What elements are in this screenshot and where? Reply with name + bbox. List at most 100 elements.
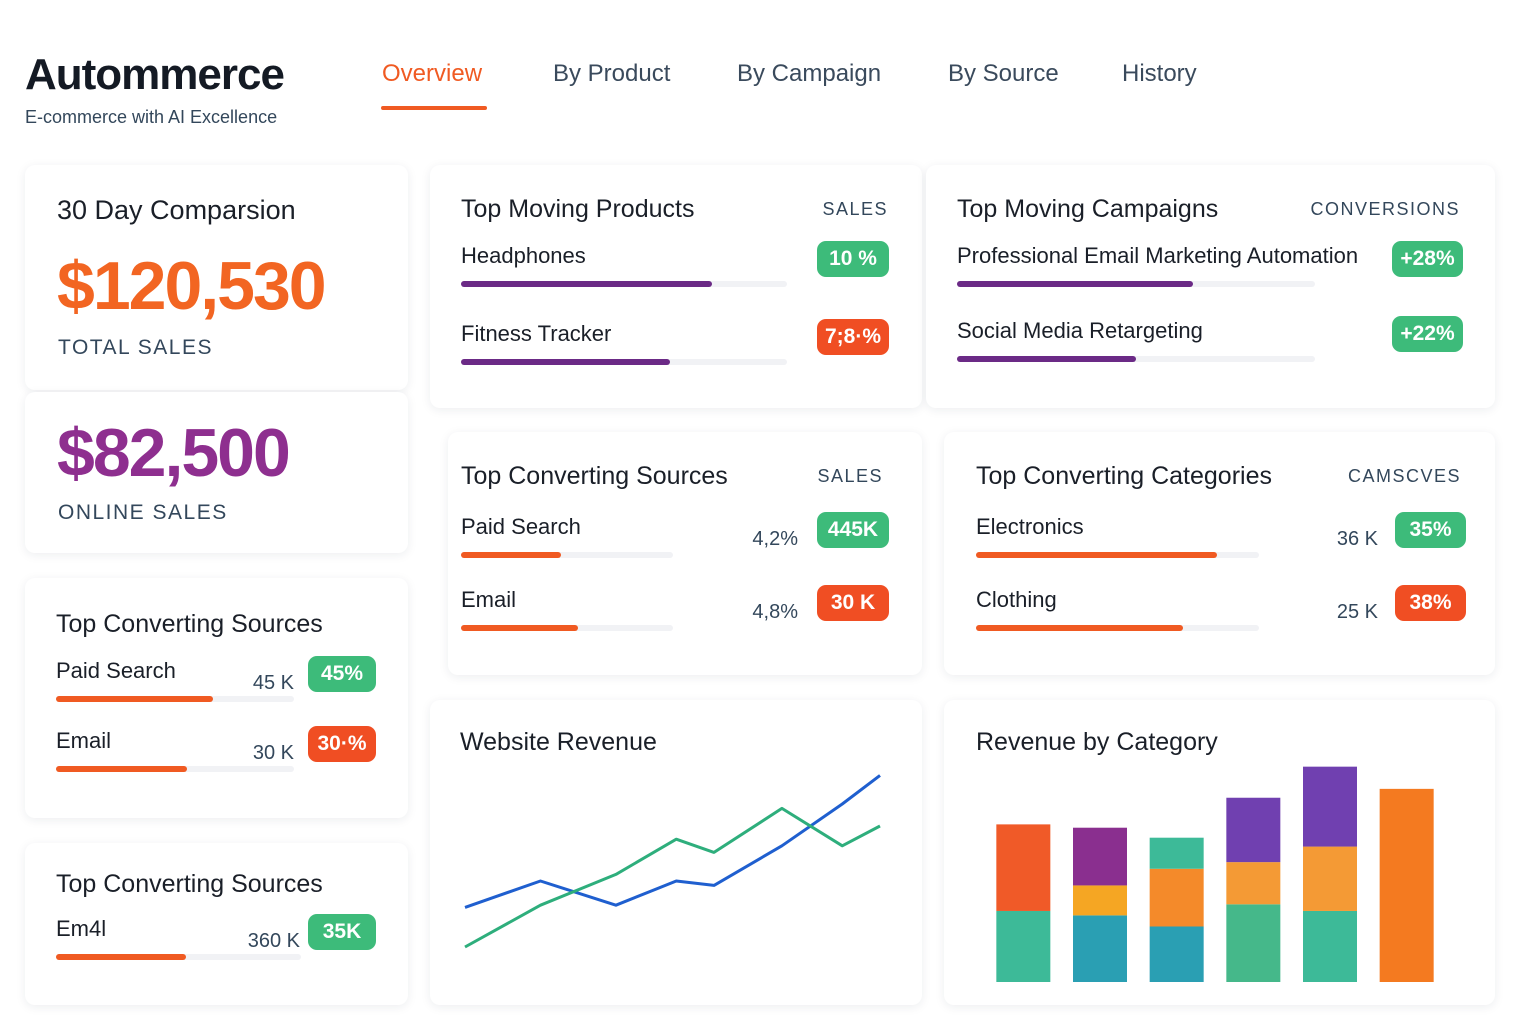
bar-segment xyxy=(1149,868,1204,927)
bar-segment xyxy=(1379,788,1434,982)
bar-segment xyxy=(996,824,1051,911)
progress-track xyxy=(56,766,294,772)
bar-segment xyxy=(1303,846,1357,911)
progress-track xyxy=(976,552,1259,558)
item-name: Professional Email Marketing Automation xyxy=(957,243,1359,268)
card-title: Top Moving Campaigns xyxy=(957,195,1219,223)
progress-track xyxy=(461,281,787,287)
column-label: CONVERSIONS xyxy=(1310,199,1460,219)
progress-track xyxy=(461,359,787,365)
progress-fill xyxy=(976,552,1217,558)
bar-segment xyxy=(1149,837,1204,869)
nav-tab[interactable]: By Source xyxy=(948,60,1059,87)
chart-title: Website Revenue xyxy=(460,728,657,756)
nav-tab[interactable]: Overview xyxy=(382,60,483,87)
item-value: 36 K xyxy=(1336,528,1378,550)
card: Top Moving Products SALES Headphones 10 % Fi… xyxy=(430,165,922,408)
item-name: Em4l xyxy=(56,916,107,941)
card: 30 Day Comparsion $120,530 TOTAL SALES xyxy=(25,165,408,390)
column-label: SALES xyxy=(822,199,888,219)
badge: 45% xyxy=(308,656,376,692)
bar-segment xyxy=(1149,926,1204,982)
nav-tab[interactable]: By Campaign xyxy=(737,60,882,87)
item-value: 25 K xyxy=(1336,601,1378,623)
bar-segment xyxy=(1303,766,1357,847)
progress-track xyxy=(56,954,301,960)
progress-fill xyxy=(461,552,561,558)
total-sales-value: $120,530 xyxy=(57,248,327,324)
item-name: Social Media Retargeting xyxy=(957,318,1203,343)
nav-tab[interactable]: History xyxy=(1122,60,1197,87)
progress-fill xyxy=(976,625,1183,631)
badge: 7;8·% xyxy=(817,319,889,355)
online-sales-label: ONLINE SALES xyxy=(58,501,228,524)
progress-track xyxy=(56,696,294,702)
card: Top Converting Sources SALES Paid Search 4,… xyxy=(448,432,922,675)
badge: 30 K xyxy=(817,585,889,621)
badge: 10 % xyxy=(817,241,889,277)
item-name: Email xyxy=(461,587,517,612)
progress-track xyxy=(461,552,673,558)
item-name: Electronics xyxy=(976,514,1084,539)
card: Website Revenue xyxy=(430,700,922,1005)
badge: +22% xyxy=(1392,316,1463,352)
progress-fill xyxy=(957,356,1136,362)
brand: Autommerce xyxy=(25,50,285,99)
card-title: 30 Day Comparsion xyxy=(57,195,296,225)
bar-segment xyxy=(1226,904,1281,982)
card-title: Top Converting Sources xyxy=(56,610,323,638)
card: Top Converting Categories CAMSCVES Electro… xyxy=(944,432,1495,675)
nav-tab[interactable]: By Product xyxy=(553,60,671,87)
badge: 445K xyxy=(817,512,889,548)
item-name: Email xyxy=(56,728,112,753)
card-title: Top Converting Sources xyxy=(56,870,323,898)
item-name: Clothing xyxy=(976,587,1057,612)
item-value: 360 K xyxy=(247,930,300,952)
progress-fill xyxy=(56,696,214,702)
badge: 38% xyxy=(1395,585,1466,621)
total-sales-label: TOTAL SALES xyxy=(58,336,213,359)
bar-segment xyxy=(996,910,1051,982)
progress-fill xyxy=(461,625,578,631)
item-name: Paid Search xyxy=(461,514,581,539)
bar-segment xyxy=(1073,885,1127,916)
card-title: Top Moving Products xyxy=(461,195,695,223)
progress-track xyxy=(976,625,1259,631)
progress-fill xyxy=(461,281,713,287)
bar-segment xyxy=(1073,827,1127,886)
progress-track xyxy=(957,281,1315,287)
card: $82,500 ONLINE SALES xyxy=(25,392,408,553)
progress-fill xyxy=(56,954,186,960)
item-name: Paid Search xyxy=(56,658,176,683)
badge: 35K xyxy=(308,914,376,950)
item-value: 45 K xyxy=(252,672,294,694)
item-name: Headphones xyxy=(461,243,586,268)
bar-segment xyxy=(1226,862,1281,905)
line-series xyxy=(464,806,881,949)
item-value: 4,8% xyxy=(752,601,798,623)
online-sales-value: $82,500 xyxy=(57,415,291,491)
card: Top Converting Sources Paid Search 45 K 45%… xyxy=(25,578,408,818)
bar-segment xyxy=(1226,797,1281,863)
badge: +28% xyxy=(1392,241,1463,277)
bar-segment xyxy=(1073,915,1127,982)
column-label: CAMSCVES xyxy=(1347,466,1461,486)
card-title: Top Converting Sources xyxy=(461,462,728,490)
card-title: Top Converting Categories xyxy=(976,462,1272,490)
badge: 35% xyxy=(1395,512,1466,548)
progress-fill xyxy=(56,766,187,772)
progress-fill xyxy=(461,359,670,365)
card: Top Moving Campaigns CONVERSIONS Professio… xyxy=(926,165,1495,408)
column-label: SALES xyxy=(817,466,883,486)
progress-fill xyxy=(957,281,1194,287)
item-name: Fitness Tracker xyxy=(461,321,612,346)
bar-segment xyxy=(1303,910,1357,982)
card: Top Converting Sources Em4l 360 K 35K xyxy=(25,843,408,1005)
chart-title: Revenue by Category xyxy=(976,728,1218,756)
progress-track xyxy=(461,625,673,631)
badge: 30·% xyxy=(308,726,376,762)
tagline: E-commerce with AI Excellence xyxy=(25,107,278,127)
active-underline xyxy=(381,106,487,110)
